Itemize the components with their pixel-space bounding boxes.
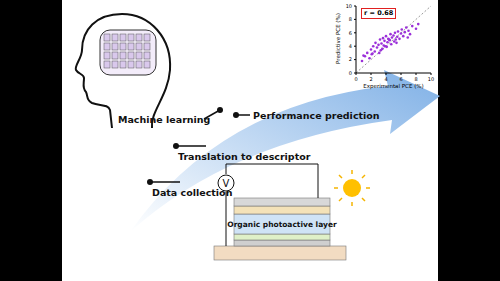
html-text:r = 0.68: r = 0.68 bbox=[364, 9, 394, 17]
svg-text:4: 4 bbox=[384, 76, 387, 82]
svg-text:8: 8 bbox=[414, 76, 417, 82]
svg-text:Machine learning: Machine learning bbox=[118, 114, 210, 125]
svg-text:6: 6 bbox=[349, 30, 352, 36]
svg-text:2: 2 bbox=[369, 76, 372, 82]
svg-text:4: 4 bbox=[349, 43, 352, 49]
svg-text:0: 0 bbox=[354, 76, 357, 82]
svg-text:Translation to descriptor: Translation to descriptor bbox=[178, 151, 311, 162]
svg-text:Performance prediction: Performance prediction bbox=[253, 110, 380, 121]
svg-text:Data collection: Data collection bbox=[152, 187, 233, 198]
svg-text:10: 10 bbox=[346, 3, 352, 9]
svg-text:V: V bbox=[223, 178, 230, 189]
svg-text:0: 0 bbox=[349, 70, 352, 76]
svg-text:8: 8 bbox=[349, 16, 352, 22]
html-text:Experimental PCE (%): Experimental PCE (%) bbox=[363, 83, 424, 89]
svg-text:10: 10 bbox=[428, 76, 434, 82]
svg-text:2: 2 bbox=[349, 56, 352, 62]
svg-text:Organic photoactive layer: Organic photoactive layer bbox=[227, 220, 337, 229]
svg-text:6: 6 bbox=[399, 76, 402, 82]
html-text:Predictive PCE (%): Predictive PCE (%) bbox=[334, 13, 341, 64]
